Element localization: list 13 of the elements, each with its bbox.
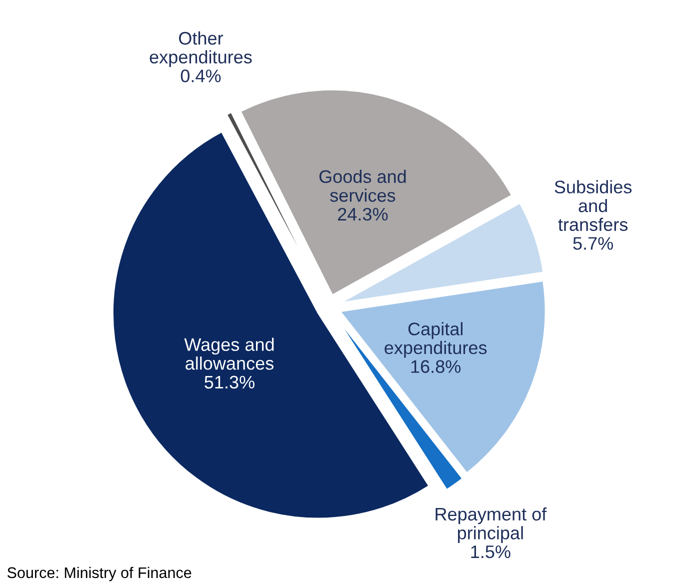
slice-label: Subsidies and transfers (554, 180, 632, 231)
slice-label: Other expenditures (150, 31, 252, 68)
data-label: 24.3% (338, 208, 388, 221)
data-label: 1.5% (471, 545, 510, 558)
data-label: 16.8% (411, 360, 461, 373)
source-note: Source: Ministry of Finance (7, 566, 192, 582)
data-label: 5.7% (573, 237, 613, 250)
slice-label: Capital expenditures (384, 322, 487, 358)
data-label: 0.4% (180, 70, 221, 82)
slice-label: Goods and services (319, 170, 406, 202)
slice-label: Wages and allowances (184, 338, 274, 370)
slice-label: Repayment of principal (436, 507, 547, 543)
data-label: 51.3% (204, 376, 254, 389)
